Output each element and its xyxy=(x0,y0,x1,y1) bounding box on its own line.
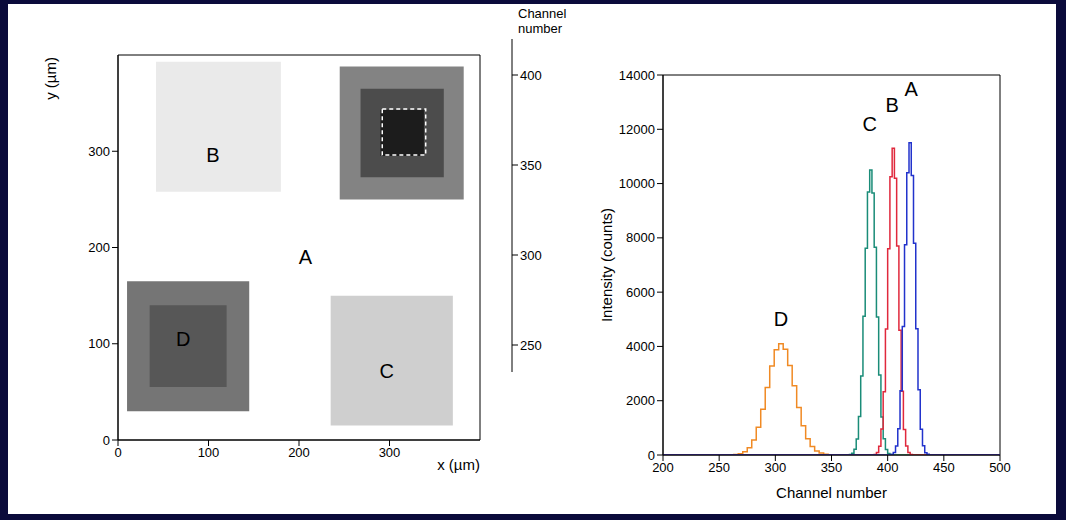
svg-text:2000: 2000 xyxy=(626,393,655,408)
svg-text:100: 100 xyxy=(198,445,220,460)
svg-text:300: 300 xyxy=(379,445,401,460)
svg-text:450: 450 xyxy=(933,460,955,475)
svg-text:300: 300 xyxy=(764,460,786,475)
svg-text:D: D xyxy=(176,328,190,350)
svg-text:500: 500 xyxy=(989,460,1011,475)
svg-text:0: 0 xyxy=(648,448,655,463)
svg-text:400: 400 xyxy=(520,68,542,83)
svg-text:D: D xyxy=(774,308,788,330)
svg-text:8000: 8000 xyxy=(626,230,655,245)
svg-text:C: C xyxy=(380,360,394,382)
svg-text:300: 300 xyxy=(520,248,542,263)
svg-text:200: 200 xyxy=(88,240,110,255)
svg-text:B: B xyxy=(885,94,898,116)
svg-text:10000: 10000 xyxy=(619,176,655,191)
svg-text:250: 250 xyxy=(520,338,542,353)
svg-text:0: 0 xyxy=(114,445,121,460)
html-text:x (µm): x (µm) xyxy=(437,456,480,473)
svg-text:250: 250 xyxy=(708,460,730,475)
svg-text:12000: 12000 xyxy=(619,122,655,137)
svg-text:100: 100 xyxy=(88,336,110,351)
html-text:Channel number: Channel number xyxy=(518,6,567,36)
svg-text:200: 200 xyxy=(652,460,674,475)
svg-text:B: B xyxy=(206,144,219,166)
svg-text:6000: 6000 xyxy=(626,285,655,300)
svg-text:A: A xyxy=(905,78,919,100)
svg-text:14000: 14000 xyxy=(619,68,655,83)
svg-text:4000: 4000 xyxy=(626,339,655,354)
svg-text:Intensity (counts): Intensity (counts) xyxy=(598,208,615,322)
svg-text:A: A xyxy=(299,246,313,268)
svg-text:y (µm): y (µm) xyxy=(42,57,59,100)
html-text:Channel number: Channel number xyxy=(776,484,887,501)
svg-text:0: 0 xyxy=(103,433,110,448)
svg-text:400: 400 xyxy=(877,460,899,475)
svg-text:350: 350 xyxy=(520,158,542,173)
svg-text:350: 350 xyxy=(821,460,843,475)
svg-text:200: 200 xyxy=(288,445,310,460)
svg-text:C: C xyxy=(862,113,876,135)
svg-text:300: 300 xyxy=(88,144,110,159)
